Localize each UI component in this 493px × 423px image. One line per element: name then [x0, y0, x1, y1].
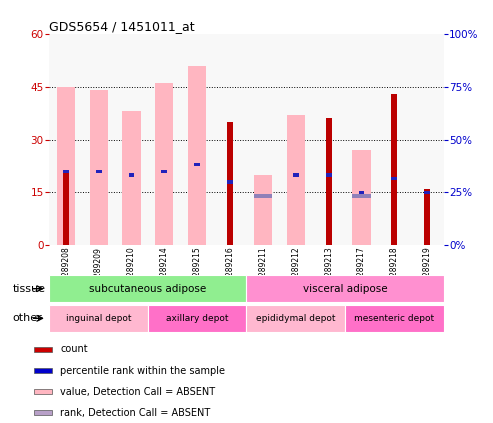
Bar — [63, 170, 69, 173]
Bar — [34, 368, 52, 373]
Bar — [57, 87, 75, 245]
Text: epididymal depot: epididymal depot — [256, 314, 336, 323]
Bar — [194, 162, 200, 166]
Bar — [49, 305, 148, 332]
Bar — [129, 173, 135, 177]
Text: tissue: tissue — [12, 284, 45, 294]
Bar — [352, 150, 371, 245]
Bar — [90, 90, 107, 245]
Bar — [254, 175, 272, 245]
Text: axillary depot: axillary depot — [166, 314, 228, 323]
Bar — [161, 170, 167, 173]
Bar — [63, 171, 69, 245]
Text: subcutaneous adipose: subcutaneous adipose — [89, 284, 207, 294]
Bar — [391, 94, 397, 245]
Bar — [391, 177, 397, 180]
Bar — [358, 191, 364, 194]
Text: percentile rank within the sample: percentile rank within the sample — [60, 365, 225, 376]
Bar — [246, 275, 444, 302]
Bar — [34, 347, 52, 352]
Bar — [246, 305, 345, 332]
Bar — [254, 194, 272, 198]
Text: count: count — [60, 344, 88, 354]
Bar — [227, 180, 233, 184]
Text: rank, Detection Call = ABSENT: rank, Detection Call = ABSENT — [60, 408, 211, 418]
Bar — [352, 194, 371, 198]
Text: mesenteric depot: mesenteric depot — [354, 314, 434, 323]
Bar — [227, 122, 233, 245]
Text: other: other — [12, 313, 42, 323]
Bar — [34, 410, 52, 415]
Bar — [96, 170, 102, 173]
Text: inguinal depot: inguinal depot — [66, 314, 131, 323]
Text: GDS5654 / 1451011_at: GDS5654 / 1451011_at — [49, 20, 195, 33]
Bar — [326, 173, 332, 177]
Bar — [424, 191, 430, 194]
Bar — [188, 66, 206, 245]
Text: visceral adipose: visceral adipose — [303, 284, 387, 294]
Bar — [345, 305, 444, 332]
Bar — [122, 111, 141, 245]
Bar — [49, 275, 247, 302]
Bar — [287, 115, 305, 245]
Bar — [424, 189, 430, 245]
Bar — [326, 118, 332, 245]
Bar — [155, 83, 174, 245]
Bar — [148, 305, 246, 332]
Bar — [34, 389, 52, 394]
Bar — [293, 173, 299, 177]
Text: value, Detection Call = ABSENT: value, Detection Call = ABSENT — [60, 387, 215, 397]
